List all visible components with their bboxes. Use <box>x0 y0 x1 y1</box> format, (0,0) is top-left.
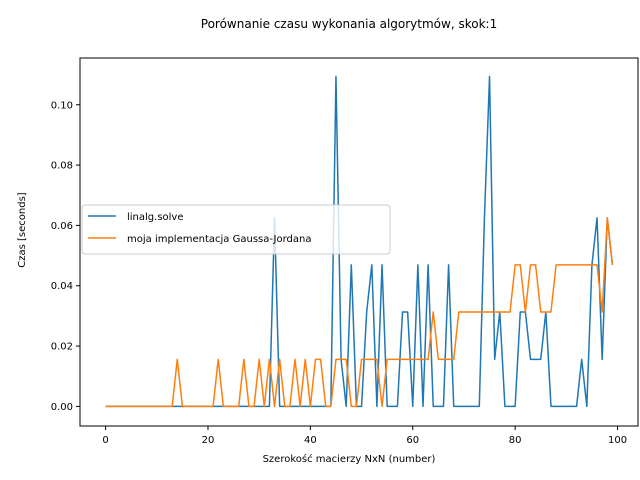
legend: linalg.solve moja implementacja Gaussa-J… <box>81 204 391 255</box>
x-tick-label: 80 <box>509 435 522 446</box>
x-tick-label: 100 <box>608 435 627 446</box>
x-tick-label: 20 <box>202 435 215 446</box>
x-axis-label: Szerokość macierzy NxN (number) <box>263 453 436 465</box>
chart-title: Porównanie czasu wykonania algorytmów, s… <box>201 17 497 31</box>
y-tick-label: 0.06 <box>51 221 73 232</box>
x-tick-label: 0 <box>102 435 108 446</box>
x-tick-label: 60 <box>406 435 419 446</box>
legend-box <box>81 204 391 255</box>
y-tick-label: 0.08 <box>51 161 73 172</box>
axis-ticks: 0 20 40 60 80 100 0.00 0.02 0.04 0.06 0.08 0.10 <box>51 100 627 446</box>
y-tick-label: 0.04 <box>51 281 73 292</box>
plot-frame <box>79 57 639 427</box>
legend-label-linalg: linalg.solve <box>127 212 184 223</box>
series-line-gauss <box>105 217 614 408</box>
x-tick-label: 40 <box>304 435 317 446</box>
y-tick-label: 0.00 <box>51 402 73 413</box>
y-tick-label: 0.02 <box>51 342 73 353</box>
series-lines <box>105 75 614 408</box>
y-tick-label: 0.10 <box>51 100 73 111</box>
y-axis-label: Czas [seconds] <box>17 192 28 268</box>
legend-label-gauss: moja implementacja Gaussa-Jordana <box>127 234 311 245</box>
